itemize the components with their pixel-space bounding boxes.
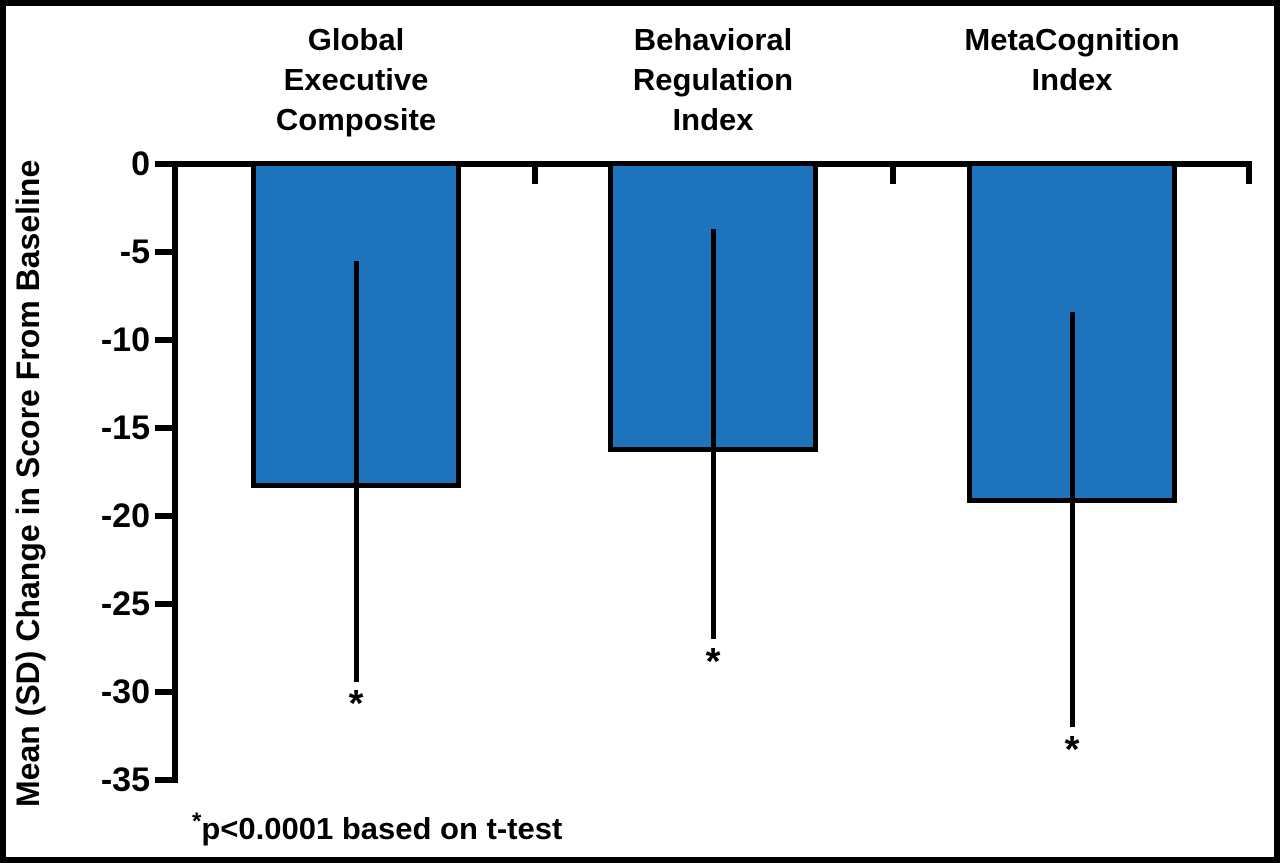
y-tick bbox=[155, 425, 172, 431]
significance-asterisk: * bbox=[705, 641, 721, 683]
category-title: MetaCognition Index bbox=[964, 22, 1180, 97]
significance-asterisk: * bbox=[1064, 729, 1080, 771]
category-title: Behavioral Regulation Index bbox=[632, 22, 794, 137]
y-tick bbox=[155, 777, 172, 783]
y-tick-label: -15 bbox=[100, 409, 150, 447]
footnote-asterisk: * bbox=[192, 808, 202, 835]
y-tick bbox=[155, 249, 172, 255]
footnote: *p<0.0001 based on t-test bbox=[192, 808, 562, 847]
y-axis-line bbox=[172, 161, 178, 783]
y-axis-label: Mean (SD) Change in Score From Baseline bbox=[10, 159, 46, 807]
y-tick-label: -20 bbox=[100, 497, 150, 535]
y-tick-label: -35 bbox=[100, 761, 150, 799]
significance-asterisk: * bbox=[348, 683, 364, 725]
y-tick bbox=[155, 601, 172, 607]
footnote-text: p<0.0001 based on t-test bbox=[201, 811, 563, 846]
y-tick-label: -25 bbox=[100, 585, 150, 623]
category-title: Global Executive Composite bbox=[275, 22, 437, 137]
y-tick bbox=[155, 513, 172, 519]
y-tick bbox=[155, 689, 172, 695]
y-tick-label: -30 bbox=[100, 673, 150, 711]
y-tick-label: 0 bbox=[131, 145, 150, 183]
y-tick bbox=[155, 161, 172, 167]
error-bar bbox=[1070, 312, 1075, 727]
x-axis-end-tick bbox=[1246, 167, 1252, 184]
error-bar bbox=[354, 261, 359, 682]
y-tick-label: -5 bbox=[119, 233, 150, 271]
x-boundary-tick bbox=[890, 167, 896, 184]
y-tick bbox=[155, 337, 172, 343]
error-bar bbox=[711, 229, 716, 639]
y-tick-label: -10 bbox=[100, 321, 150, 359]
x-boundary-tick bbox=[532, 167, 538, 184]
